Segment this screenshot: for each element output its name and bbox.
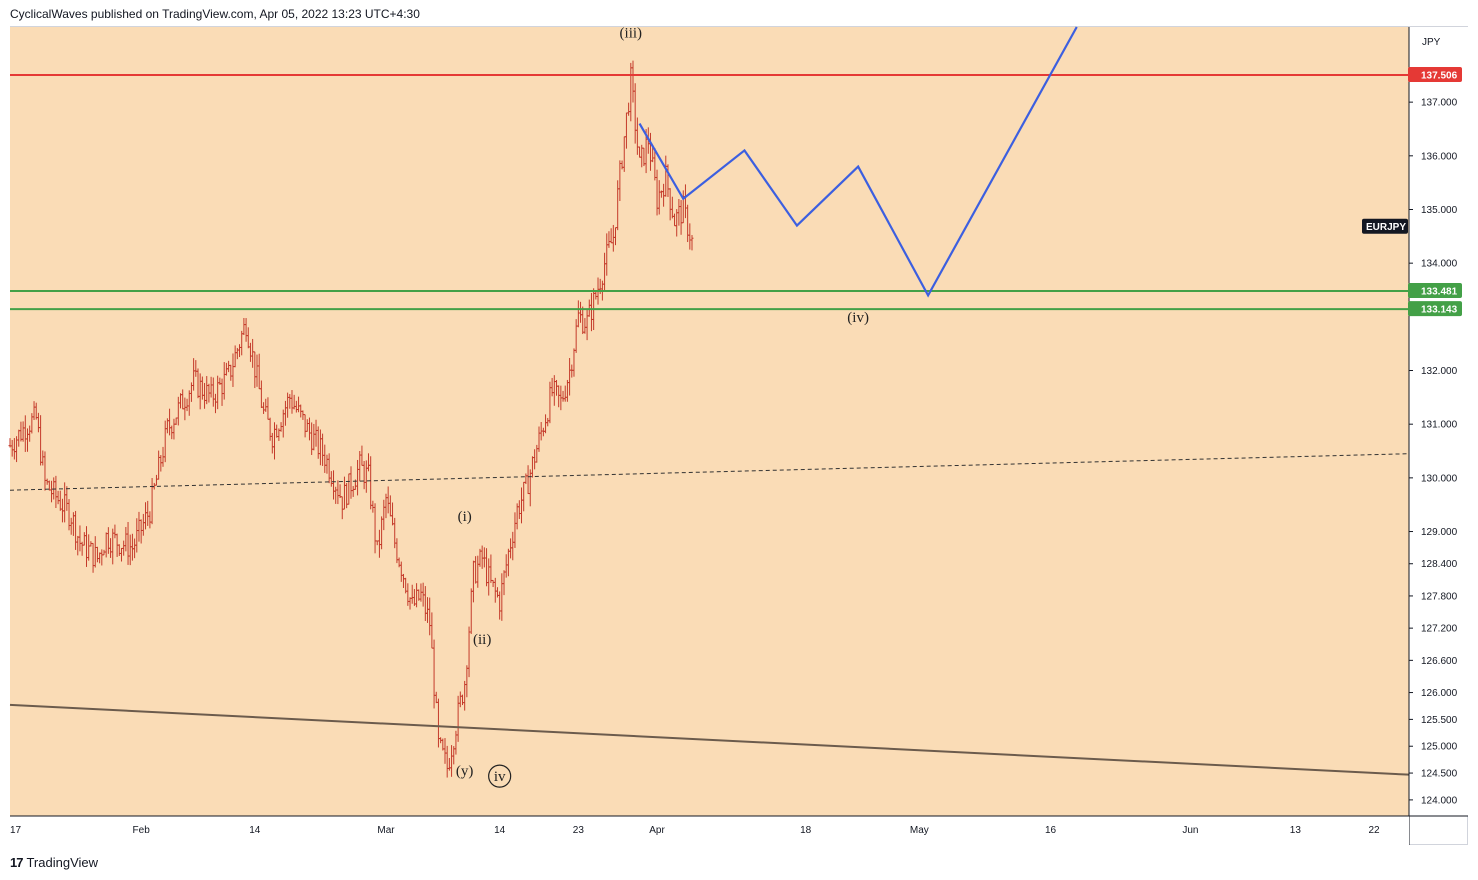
wave-label-group: (iii) (iv) (i) (ii) (y) iv: [456, 26, 869, 788]
currency-label: JPY: [1422, 37, 1441, 48]
time-tick-label: 18: [800, 825, 812, 836]
time-tick-label: Feb: [133, 825, 151, 836]
time-tick-label: May: [910, 825, 929, 836]
price-tick-label: 124.500: [1421, 769, 1458, 780]
time-tick-label: Apr: [649, 825, 665, 836]
time-axis[interactable]: 17 Feb 14 Mar 14 23 Apr 18 May 16 Jun 13 22: [10, 815, 1468, 845]
time-tick-label: 14: [494, 825, 506, 836]
price-tick-label: 125.500: [1421, 715, 1458, 726]
tradingview-brand[interactable]: TradingView: [26, 854, 99, 870]
tradingview-logo-icon: 17: [10, 854, 24, 870]
symbol-tag[interactable]: EURJPY: [1362, 218, 1408, 234]
price-tick-label: 124.000: [1421, 795, 1458, 806]
wave-label: (iv): [847, 310, 869, 326]
price-badge-label: 133.143: [1421, 305, 1458, 316]
price-badge-box: [1408, 283, 1462, 299]
price-tick-label: 131.000: [1421, 420, 1458, 431]
price-tick-label: 127.200: [1421, 624, 1458, 635]
time-tick-label: 14: [249, 825, 261, 836]
trendline[interactable]: [9, 703, 1410, 776]
time-tick-label: 23: [573, 825, 585, 836]
price-badge-box: [1408, 301, 1462, 317]
price-tick-label: 127.800: [1421, 591, 1458, 602]
resistance-price-badge[interactable]: 137.506: [1408, 66, 1462, 82]
price-tick-label: 134.000: [1421, 259, 1458, 270]
price-axis[interactable]: JPY 124.000 124.500 125.000 125.500 126.000 12…: [1362, 27, 1468, 845]
time-tick-label: 22: [1368, 825, 1380, 836]
time-tick-label: 16: [1045, 825, 1057, 836]
wave-label: (i): [458, 509, 472, 525]
time-tick-label: 17: [10, 825, 22, 836]
wave-label: (ii): [473, 632, 491, 648]
support-upper-price-badge[interactable]: 133.481: [1408, 283, 1462, 299]
plot-background[interactable]: [10, 27, 1409, 816]
symbol-tag-box: [1362, 218, 1408, 234]
candle-group: [8, 60, 694, 778]
publisher-header: CyclicalWaves published on TradingView.c…: [10, 7, 420, 21]
wave-label: (iii): [620, 26, 643, 42]
footer: 17 TradingView: [10, 853, 98, 871]
line-group: [9, 26, 1410, 776]
price-badge-label: 133.481: [1421, 287, 1458, 298]
price-tick-label: 132.000: [1421, 366, 1458, 377]
candle: [690, 235, 694, 251]
price-tick-label: 126.000: [1421, 688, 1458, 699]
wave-label-circle: [488, 764, 512, 788]
time-tick-label: 13: [1290, 825, 1302, 836]
wave-label: (y): [456, 764, 474, 780]
price-axis-background: [1409, 27, 1468, 816]
time-tick-label: Mar: [377, 825, 395, 836]
price-tick-label: 130.000: [1421, 473, 1458, 484]
price-tick-label: 129.000: [1421, 527, 1458, 538]
midline-dashed[interactable]: [9, 453, 1410, 491]
price-badge-box: [1408, 66, 1462, 82]
wave-label: iv: [494, 769, 506, 785]
time-axis-background: [10, 816, 1409, 845]
support-lower-price-badge[interactable]: 133.143: [1408, 301, 1462, 317]
price-tick-label: 135.000: [1421, 205, 1458, 216]
price-tick-label: 136.000: [1421, 151, 1458, 162]
price-tick-label: 125.000: [1421, 742, 1458, 753]
time-tick-label: Jun: [1182, 825, 1198, 836]
price-tick-label: 137.000: [1421, 98, 1458, 109]
projection-path[interactable]: [638, 26, 1078, 298]
price-tick-label: 128.400: [1421, 559, 1458, 570]
price-tick-label: 126.600: [1421, 656, 1458, 667]
price-badge-label: 137.506: [1421, 70, 1458, 81]
symbol-tag-label: EURJPY: [1366, 222, 1406, 233]
